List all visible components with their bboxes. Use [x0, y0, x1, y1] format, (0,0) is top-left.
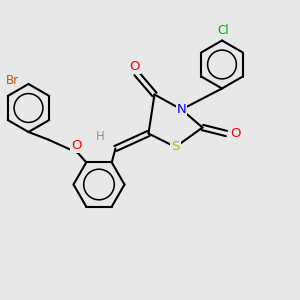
Text: S: S — [171, 140, 180, 154]
Text: Br: Br — [5, 74, 19, 88]
Text: O: O — [71, 139, 82, 152]
Text: H: H — [96, 130, 105, 143]
Text: N: N — [177, 103, 186, 116]
Text: Cl: Cl — [218, 23, 229, 37]
Text: O: O — [230, 127, 241, 140]
Text: O: O — [130, 60, 140, 74]
